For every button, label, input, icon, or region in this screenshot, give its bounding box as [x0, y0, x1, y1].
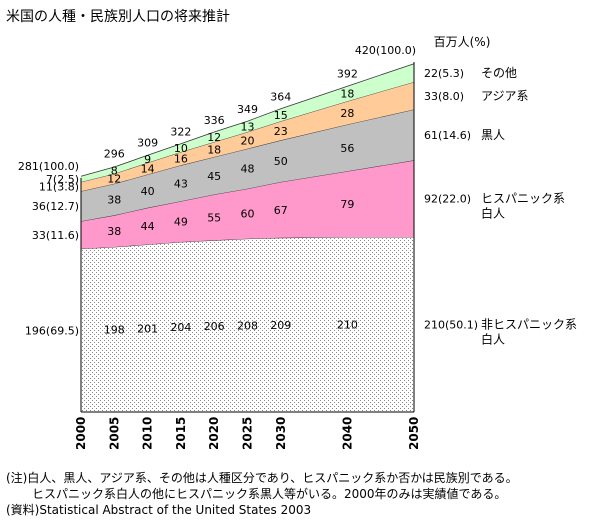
data-label: 14: [141, 163, 155, 176]
data-label: 49: [174, 216, 188, 229]
total-label: 392: [337, 67, 358, 80]
x-tick-label: 2010: [141, 417, 155, 450]
start-label: 36(12.7): [32, 200, 79, 213]
data-label: 48: [241, 163, 255, 176]
series-legend-label: 白人: [481, 206, 505, 221]
data-label: 204: [170, 321, 191, 334]
data-label: 12: [207, 131, 221, 144]
x-tick-label: 2020: [207, 417, 221, 450]
total-label: 336: [204, 114, 225, 127]
data-label: 210: [337, 319, 358, 332]
x-tick-label: 2025: [241, 417, 255, 450]
total-label: 420(100.0): [355, 44, 416, 57]
data-label: 16: [174, 153, 188, 166]
x-tick-label: 2005: [107, 417, 121, 450]
end-label: 61(14.6): [424, 129, 471, 142]
end-label: 33(8.0): [424, 90, 464, 103]
data-label: 67: [274, 204, 288, 217]
total-label: 349: [237, 103, 258, 116]
x-tick-label: 2000: [74, 417, 88, 450]
series-legend-label: アジア系: [481, 89, 529, 103]
unit-label: 百万人(%): [434, 35, 491, 49]
data-label: 45: [207, 170, 221, 183]
chart-title: 米国の人種・民族別人口の将来推計: [6, 9, 230, 25]
start-label: 196(69.5): [25, 324, 79, 337]
series-legend-label: 黒人: [481, 128, 505, 142]
data-label: 38: [107, 194, 121, 207]
data-label: 43: [174, 177, 188, 190]
total-label: 309: [137, 137, 158, 150]
data-label: 23: [274, 125, 288, 138]
data-label: 201: [137, 322, 158, 335]
start-label: 33(11.6): [32, 229, 79, 242]
area-1: [81, 237, 414, 412]
data-label: 55: [207, 211, 221, 224]
area-4: [81, 82, 414, 192]
data-label: 40: [141, 185, 155, 198]
area-3: [81, 109, 414, 222]
axes: 2000 2005 2010 2015 2020 2025 2030 2040 2050: [74, 62, 421, 450]
data-label: 15: [274, 109, 288, 122]
start-label: 11(3.8): [39, 181, 79, 194]
data-label: 38: [107, 225, 121, 238]
data-label: 9: [144, 153, 151, 166]
data-label: 60: [241, 208, 255, 221]
note-line-2: ヒスパニック系白人の他にヒスパニック系黒人等がいる。2000年のみは実績値である…: [32, 487, 507, 501]
data-label: 44: [141, 220, 155, 233]
data-label: 18: [207, 144, 221, 157]
total-label: 322: [170, 126, 191, 139]
total-label: 281(100.0): [18, 160, 79, 173]
series-areas: [80, 63, 415, 412]
series-legend-label: その他: [481, 66, 517, 80]
area-2: [81, 160, 414, 249]
total-label: 296: [104, 147, 125, 160]
end-label: 92(22.0): [424, 193, 471, 206]
data-label: 18: [340, 88, 354, 101]
area-5: [81, 63, 414, 183]
data-label: 209: [270, 319, 291, 332]
series-legend-label: 白人: [481, 332, 505, 347]
x-tick-label: 2050: [407, 417, 421, 450]
start-label: 7(2.5): [46, 173, 79, 186]
data-label: 13: [241, 121, 255, 134]
data-label: 20: [241, 134, 255, 147]
data-label: 206: [204, 320, 225, 333]
series-legend-label: ヒスパニック系: [481, 192, 565, 206]
data-label: 56: [340, 142, 354, 155]
note-line-1: (注)白人、黒人、アジア系、その他は人種区分であり、ヒスパニック系か否かは民族別…: [6, 471, 518, 485]
end-label: 210(50.1): [424, 319, 478, 332]
total-label: 364: [270, 91, 291, 104]
data-label: 208: [237, 319, 258, 332]
series-legend-label: 非ヒスパニック系: [481, 318, 577, 332]
x-tick-label: 2030: [274, 417, 288, 450]
end-label: 22(5.3): [424, 67, 464, 80]
x-tick-label: 2015: [174, 417, 188, 450]
data-label: 198: [104, 324, 125, 337]
data-label: 79: [340, 198, 354, 211]
area-boundary-5: [80, 63, 415, 177]
data-label: 8: [111, 164, 118, 177]
data-label: 12: [107, 173, 121, 186]
data-label: 28: [340, 107, 354, 120]
source-line: (資料)Statistical Abstract of the United S…: [6, 503, 312, 517]
data-label: 10: [174, 142, 188, 155]
x-tick-label: 2040: [340, 417, 354, 450]
notes: (注)白人、黒人、アジア系、その他は人種区分であり、ヒスパニック系か否かは民族別…: [6, 470, 518, 518]
data-label: 50: [274, 155, 288, 168]
